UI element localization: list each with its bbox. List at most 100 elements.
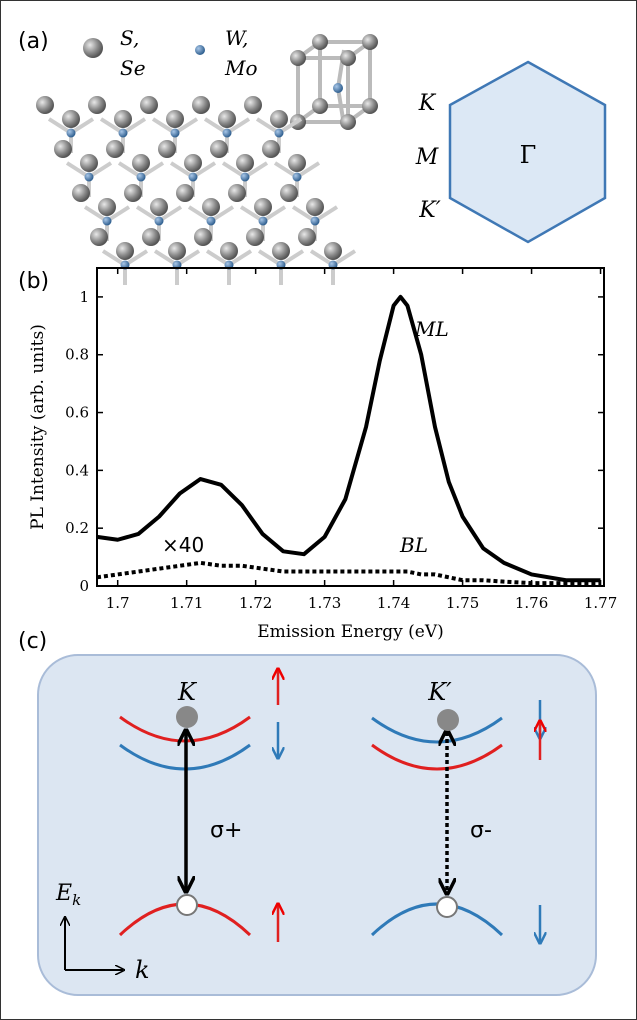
x-tick-label: 1.77 [584, 594, 617, 612]
panel-label: (c) [18, 629, 47, 654]
brillouin-zone [448, 60, 607, 244]
atom [280, 184, 298, 202]
x-tick-label: 1.73 [308, 594, 341, 612]
y-tick-label: 1 [79, 288, 89, 306]
atom [270, 110, 288, 128]
legend-text: Mo [224, 56, 258, 80]
unit-cell [290, 34, 378, 130]
atom [192, 96, 210, 114]
atom [202, 198, 220, 216]
x-tick-label: 1.75 [446, 594, 479, 612]
atom [142, 228, 160, 246]
atom [102, 216, 112, 226]
chart: 1.7 1.71 1.72 1.73 1.74 1.75 1.76 1.77 0 0.2 0.4 0.… [28, 267, 617, 642]
atom [246, 228, 264, 246]
atom [310, 216, 320, 226]
axis-subscript: k [72, 891, 81, 909]
x-tick-label: 1.71 [170, 594, 203, 612]
atom [254, 198, 272, 216]
atom [116, 242, 134, 260]
atom [170, 128, 180, 138]
atom [62, 110, 80, 128]
atom [150, 198, 168, 216]
atom [206, 216, 216, 226]
atom [362, 98, 378, 114]
atom [236, 154, 254, 172]
atom [228, 184, 246, 202]
y-tick-label: 0 [79, 577, 89, 595]
band [371, 716, 503, 744]
atom [66, 128, 76, 138]
atom [340, 50, 356, 66]
k-label: K [418, 91, 437, 116]
legend-ball [195, 45, 205, 55]
annotation: ×40 [162, 533, 204, 557]
atom [72, 184, 90, 202]
x-axis-label: Emission Energy (eV) [257, 622, 443, 642]
atom [80, 154, 98, 172]
transition-label: σ+ [210, 818, 242, 843]
atom [272, 242, 290, 260]
atom [292, 172, 302, 182]
atom [158, 140, 176, 158]
atom [114, 110, 132, 128]
spin-arrows [278, 670, 540, 942]
atom [154, 216, 164, 226]
valley-label: K [177, 678, 198, 706]
atom [240, 172, 250, 182]
atom [106, 140, 124, 158]
axis-label: Ek [55, 881, 81, 909]
y-axis-label: PL Intensity (arb. units) [28, 324, 48, 530]
atom [258, 216, 268, 226]
series-line [96, 294, 601, 583]
atom [176, 184, 194, 202]
legend-ball [83, 38, 103, 58]
atom [118, 128, 128, 138]
electron [437, 709, 459, 731]
transition-label: σ- [470, 818, 492, 843]
k-prime-label: K′ [418, 198, 440, 223]
legend-text: S, [120, 26, 139, 50]
atom [222, 128, 232, 138]
atom [306, 198, 324, 216]
hole [436, 896, 458, 918]
y-tick-label: 0.4 [65, 461, 89, 479]
atom [136, 172, 146, 182]
atom [244, 96, 262, 114]
atom [324, 242, 342, 260]
atom [84, 172, 94, 182]
legend-text: W, [225, 26, 248, 50]
atom [312, 34, 328, 50]
atom [124, 184, 142, 202]
x-tick-label: 1.74 [377, 594, 410, 612]
atom [90, 228, 108, 246]
atom [274, 128, 284, 138]
lattice [36, 96, 357, 285]
atom [298, 228, 316, 246]
atom [188, 172, 198, 182]
atom [98, 198, 116, 216]
atom [290, 50, 306, 66]
panel-label: (a) [18, 29, 49, 54]
axis-symbol: E [55, 881, 72, 906]
atom [262, 140, 280, 158]
series-line [96, 560, 601, 586]
atom [210, 140, 228, 158]
atom [168, 242, 186, 260]
axis-label: k [135, 956, 150, 984]
atom [340, 114, 356, 130]
m-label: M [415, 145, 439, 170]
atom [194, 228, 212, 246]
band-box [37, 654, 597, 996]
atom [218, 110, 236, 128]
atom [132, 154, 150, 172]
panel-label: (b) [18, 269, 49, 294]
atom [140, 96, 158, 114]
atom [362, 34, 378, 50]
x-tick-label: 1.72 [239, 594, 272, 612]
atom [220, 242, 238, 260]
x-tick-label: 1.7 [106, 594, 130, 612]
x-tick-label: 1.76 [515, 594, 548, 612]
hole [176, 894, 198, 916]
